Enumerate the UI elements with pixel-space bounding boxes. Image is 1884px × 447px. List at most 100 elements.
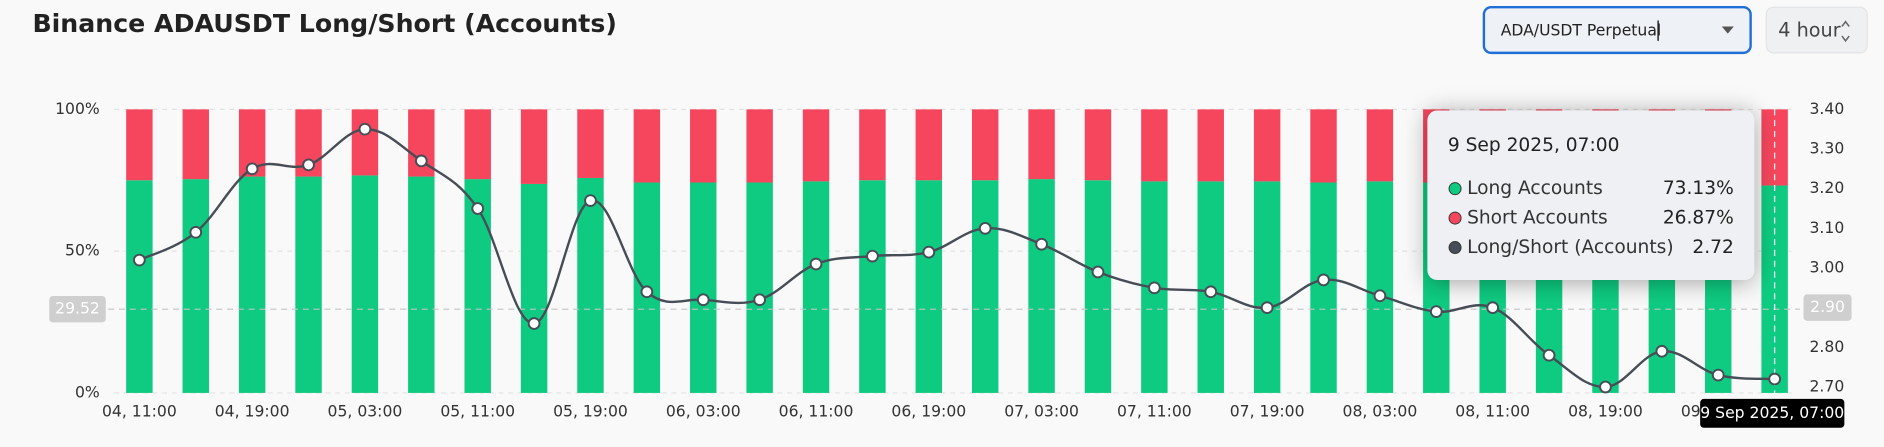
x-tick-label: 05, 11:00 [440,403,515,421]
ratio-point [133,253,146,267]
chart-title: Binance ADAUSDT Long/Short (Accounts) [32,9,616,38]
x-tick-label: 04, 19:00 [215,403,290,421]
ratio-point [414,154,428,168]
bar [464,109,491,180]
bar [577,109,604,178]
x-tick-label: 06, 03:00 [666,403,741,421]
y2-tick-label: 3.40 [1810,100,1845,118]
ratio-point [1373,289,1387,303]
ratio-point [1147,281,1161,295]
bar [746,182,773,393]
bar [690,109,717,183]
bar [520,109,548,184]
interval-select[interactable]: 4 hour [1765,6,1868,54]
tooltip-swatch [1448,241,1462,255]
x-tick-label: 08, 19:00 [1568,403,1643,421]
bar [1253,109,1281,182]
y-tick-label: 0% [75,383,100,401]
ratio-point [1035,237,1048,251]
x-tick-label: 07, 03:00 [1004,403,1079,421]
y2-tick-label: 3.30 [1810,140,1845,158]
ratio-point [1542,348,1556,362]
bar [238,176,266,393]
tooltip-value: 26.87% [1663,208,1734,229]
bar [126,180,153,393]
y2-tick-label: 3.00 [1810,258,1845,276]
x-tick-label: 06, 11:00 [779,403,854,421]
bar [408,176,435,393]
bar [1141,109,1168,182]
crosshair-y2-box [1803,294,1852,321]
ratio-point [1429,305,1443,318]
ratio-point [753,293,767,307]
x-tick-label: 08, 11:00 [1455,403,1530,421]
bar [859,180,886,393]
bar [577,177,604,393]
tooltip-value: 2.72 [1692,237,1733,258]
ratio-point [189,225,203,239]
bar [351,109,379,176]
ratio-point [1091,265,1105,279]
tooltip-series-name: Short Accounts [1467,208,1608,229]
bar [1310,182,1337,393]
x-tick-label: 07, 19:00 [1230,403,1305,421]
y2-tick-label: 3.20 [1810,179,1845,197]
y2-tick-label: 2.70 [1810,377,1845,395]
bar [802,109,830,182]
x-tick-label: 08, 03:00 [1343,403,1418,421]
bar [1253,181,1281,393]
y2-tick-label: 3.10 [1810,219,1845,237]
bar [746,109,773,183]
bar [859,109,886,181]
bar [182,109,209,180]
tooltip-value: 73.13% [1663,178,1734,199]
tooltip-swatch [1448,182,1462,196]
ratio-point [358,122,372,136]
select-box[interactable] [1765,6,1868,54]
select-text[interactable]: ADA/USDT Perpetual [1501,22,1662,40]
crosshair-y-box [49,295,106,323]
bar [182,179,209,393]
select-caret [1721,26,1734,34]
y2-tick-label: 2.80 [1810,338,1845,356]
ratio-point [696,293,710,307]
ratio-point [527,317,541,330]
ratio-point [1260,301,1274,315]
crosshair-x-label: 9 Sep 2025, 07:00 [1700,404,1844,422]
bar [1366,109,1394,182]
ratio-point [1204,285,1218,299]
ratio-point [866,249,879,263]
select-box[interactable] [1482,6,1752,55]
bar [690,182,717,393]
bar [351,175,379,393]
crosshair-x-box [1700,398,1845,428]
bar [1197,109,1224,182]
y-tick-label: 50% [65,242,100,260]
ratio-point [1599,380,1612,394]
x-tick-label: 07, 11:00 [1117,403,1192,421]
ratio-point [245,162,259,176]
ratio-point [1486,301,1500,315]
select-text[interactable]: 4 hour [1778,19,1840,42]
bar [1310,109,1337,183]
ratio-point [1768,372,1781,386]
bar [1084,180,1112,393]
ratio-point [1711,368,1725,382]
bar [1028,109,1055,180]
ratio-point [809,257,823,271]
x-tick-label: 05, 19:00 [553,403,628,421]
bar [802,181,830,393]
bar [915,109,943,181]
crosshair-y2-label: 2.90 [1810,298,1845,316]
x-tick-label: 04, 11:00 [102,403,177,421]
tooltip-series-name: Long Accounts [1467,178,1603,199]
ratio-point [640,285,654,299]
select-arrows [1841,20,1850,43]
bar [1366,181,1394,393]
ratio-point [1655,344,1669,358]
bar [971,109,999,181]
bar [1028,179,1055,393]
symbol-select[interactable]: ADA/USDT Perpetual [1482,6,1752,55]
